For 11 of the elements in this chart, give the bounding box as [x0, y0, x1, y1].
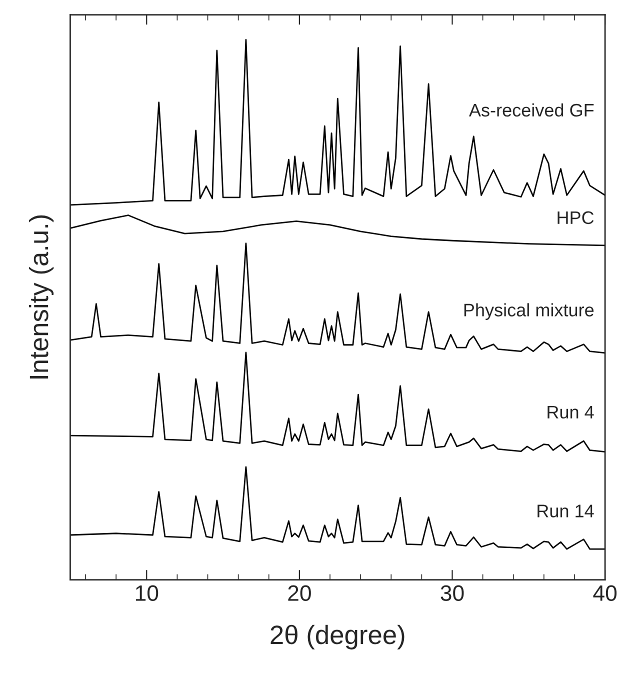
- series-label: HPC: [558, 211, 594, 224]
- series-label: Run 14: [538, 504, 594, 518]
- x-tick-label: 10: [136, 585, 158, 602]
- x-tick-label: 20: [288, 585, 311, 602]
- y-axis-title: Intensity (a.u.): [28, 215, 54, 378]
- x-tick-label: 30: [440, 585, 464, 602]
- series-label: Physical mixture: [464, 303, 594, 320]
- x-tick-label: 40: [593, 585, 617, 602]
- series-label: As-received GF: [468, 103, 594, 117]
- x-axis-title: 2θ (degree): [270, 624, 404, 650]
- series-label: Run 4: [548, 406, 594, 419]
